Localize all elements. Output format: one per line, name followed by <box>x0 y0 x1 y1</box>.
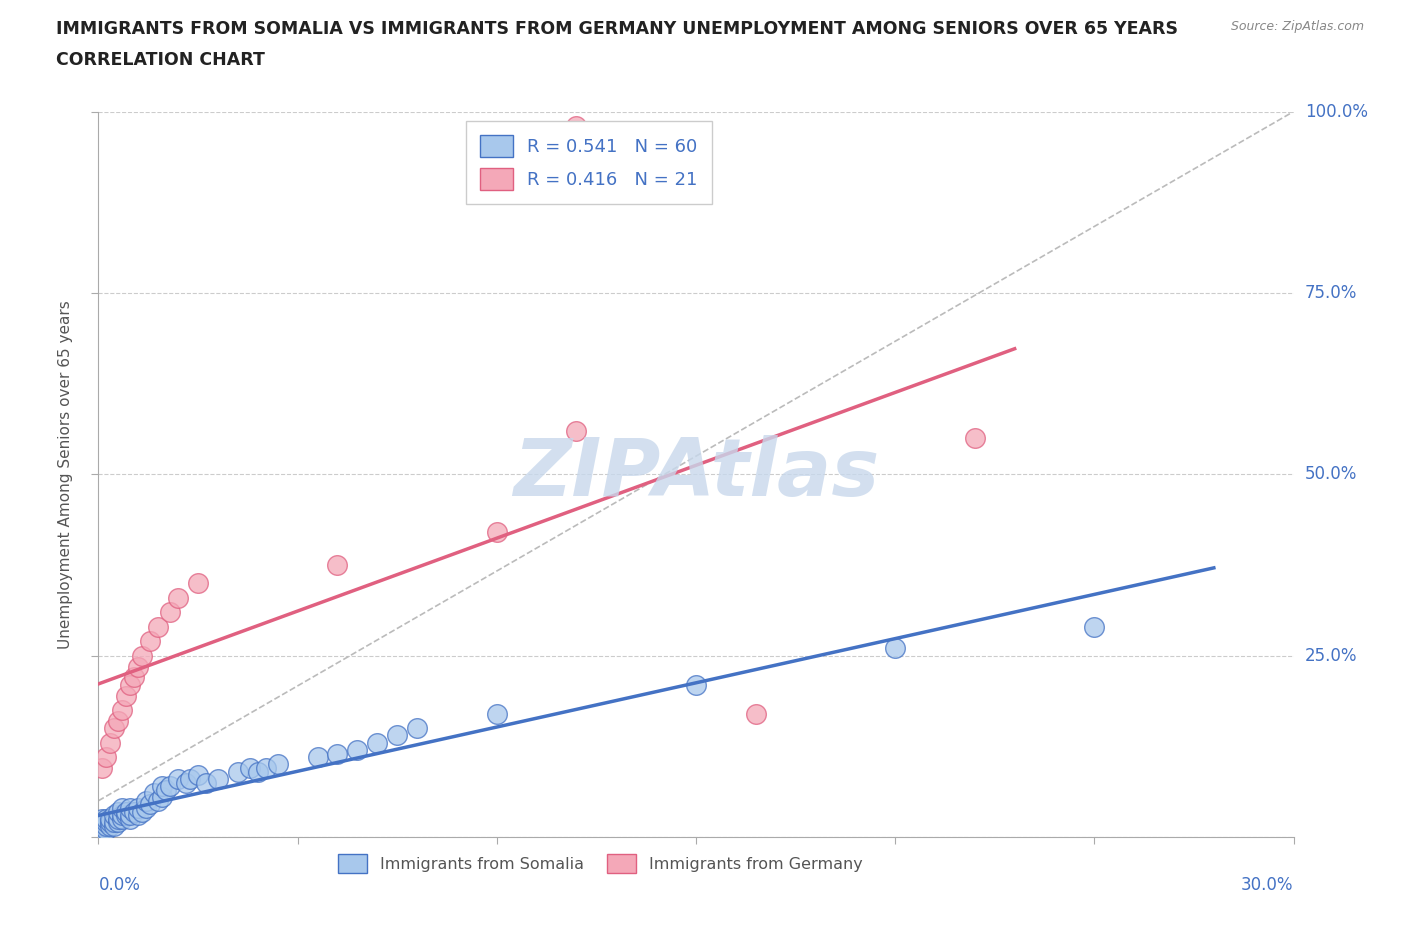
Point <box>111 811 134 827</box>
Y-axis label: Unemployment Among Seniors over 65 years: Unemployment Among Seniors over 65 years <box>58 300 73 649</box>
Point <box>207 772 229 787</box>
Point <box>385 728 409 743</box>
Point <box>135 801 157 816</box>
Point <box>115 688 138 703</box>
Point <box>267 757 290 772</box>
Text: CORRELATION CHART: CORRELATION CHART <box>56 51 266 69</box>
Point <box>159 604 181 619</box>
Point <box>239 761 262 776</box>
Point <box>96 750 118 764</box>
Point <box>120 801 142 816</box>
Point <box>103 808 125 823</box>
Text: 25.0%: 25.0% <box>1305 646 1357 665</box>
Point <box>91 811 114 827</box>
Point <box>103 815 125 830</box>
Point <box>111 808 134 823</box>
Point <box>107 811 129 827</box>
Point <box>127 659 149 674</box>
Point <box>884 641 907 656</box>
Point <box>124 670 146 684</box>
Point <box>150 790 173 804</box>
Point <box>91 818 114 833</box>
Text: 75.0%: 75.0% <box>1305 284 1357 302</box>
Point <box>254 761 277 776</box>
Point <box>963 431 986 445</box>
Point <box>103 721 125 736</box>
Text: IMMIGRANTS FROM SOMALIA VS IMMIGRANTS FROM GERMANY UNEMPLOYMENT AMONG SENIORS OV: IMMIGRANTS FROM SOMALIA VS IMMIGRANTS FR… <box>56 20 1178 38</box>
Text: ZIPAtlas: ZIPAtlas <box>513 435 879 513</box>
Point <box>326 558 349 573</box>
Point <box>127 801 149 816</box>
Point <box>96 822 118 837</box>
Point <box>565 423 588 438</box>
Point <box>485 525 508 539</box>
Point <box>565 119 588 134</box>
Point <box>107 713 129 728</box>
Point <box>96 815 118 830</box>
Point <box>91 826 114 841</box>
Point <box>187 768 209 783</box>
Point <box>135 793 157 808</box>
Point <box>143 786 166 801</box>
Point <box>187 576 209 591</box>
Point <box>96 811 118 827</box>
Point <box>111 703 134 718</box>
Point <box>167 772 190 787</box>
Point <box>131 804 153 819</box>
Point <box>148 619 170 634</box>
Text: Source: ZipAtlas.com: Source: ZipAtlas.com <box>1230 20 1364 33</box>
Point <box>155 782 177 797</box>
Point <box>346 742 368 757</box>
Point <box>91 761 114 776</box>
Point <box>246 764 269 779</box>
Point <box>139 797 162 812</box>
Point <box>406 721 429 736</box>
Point <box>174 776 197 790</box>
Point <box>115 808 138 823</box>
Point <box>150 778 173 793</box>
Point <box>91 815 114 830</box>
Point <box>115 804 138 819</box>
Point <box>326 746 349 761</box>
Text: 0.0%: 0.0% <box>98 876 141 894</box>
Point <box>120 808 142 823</box>
Point <box>195 776 218 790</box>
Point <box>745 706 768 721</box>
Legend: Immigrants from Somalia, Immigrants from Germany: Immigrants from Somalia, Immigrants from… <box>332 847 869 880</box>
Point <box>366 736 388 751</box>
Point <box>120 811 142 827</box>
Text: 100.0%: 100.0% <box>1305 102 1368 121</box>
Text: 50.0%: 50.0% <box>1305 465 1357 484</box>
Point <box>127 808 149 823</box>
Point <box>226 764 249 779</box>
Point <box>167 591 190 605</box>
Point <box>1083 619 1105 634</box>
Point <box>685 677 707 692</box>
Point <box>120 677 142 692</box>
Point <box>485 706 508 721</box>
Point <box>307 750 329 764</box>
Point <box>96 818 118 833</box>
Point <box>148 793 170 808</box>
Point <box>159 778 181 793</box>
Point <box>179 772 201 787</box>
Point <box>107 815 129 830</box>
Point <box>98 815 122 830</box>
Point <box>98 811 122 827</box>
Point <box>103 818 125 833</box>
Point <box>98 736 122 751</box>
Point <box>139 633 162 648</box>
Text: 30.0%: 30.0% <box>1241 876 1294 894</box>
Point <box>131 648 153 663</box>
Point <box>111 801 134 816</box>
Point <box>98 818 122 833</box>
Point <box>107 804 129 819</box>
Point <box>91 822 114 837</box>
Point <box>124 804 146 819</box>
